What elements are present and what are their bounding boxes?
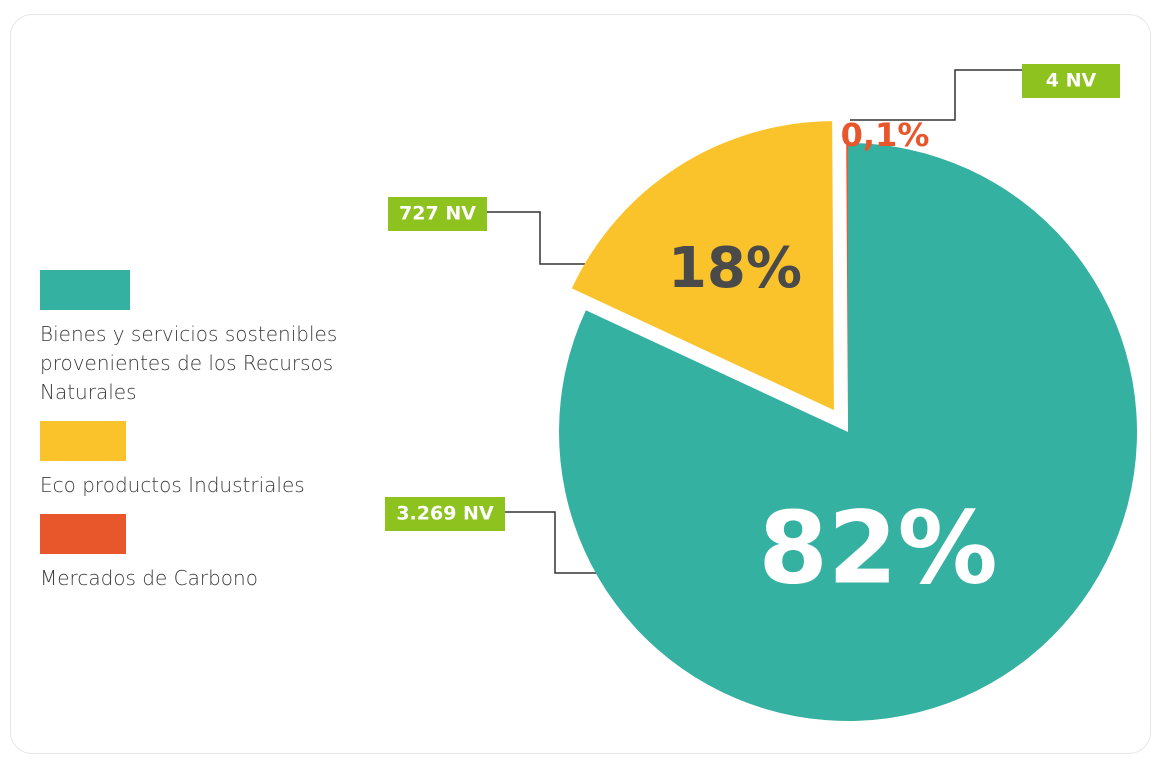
count-label: 727 NV <box>399 203 476 225</box>
card <box>10 14 1151 754</box>
value-label: 0,1% <box>841 116 930 154</box>
count-label-box <box>385 497 505 531</box>
count-label: 4 NV <box>1046 70 1097 92</box>
pie-slice <box>846 137 848 427</box>
legend-label: Bienes y servicios sostenibles provenien… <box>40 322 338 404</box>
legend-label: Mercados de Carbono <box>40 566 258 590</box>
legend-item: Eco productos Industriales <box>40 421 420 500</box>
legend-swatch <box>40 421 126 461</box>
value-label: 82% <box>758 489 997 606</box>
legend-swatch <box>40 514 126 554</box>
legend-item: Mercados de Carbono <box>40 514 420 593</box>
legend-swatch <box>40 270 130 310</box>
pie-slice <box>571 121 834 411</box>
pie-slice <box>559 143 1138 722</box>
legend-label: Eco productos Industriales <box>40 473 305 497</box>
legend-item: Bienes y servicios sostenibles provenien… <box>40 270 420 407</box>
count-label: 3.269 NV <box>396 503 494 525</box>
count-label-box <box>388 197 487 231</box>
value-label: 18% <box>668 236 802 301</box>
count-label-box <box>1022 64 1120 98</box>
legend: Bienes y servicios sostenibles provenien… <box>40 270 420 607</box>
leader-line <box>850 69 1022 121</box>
